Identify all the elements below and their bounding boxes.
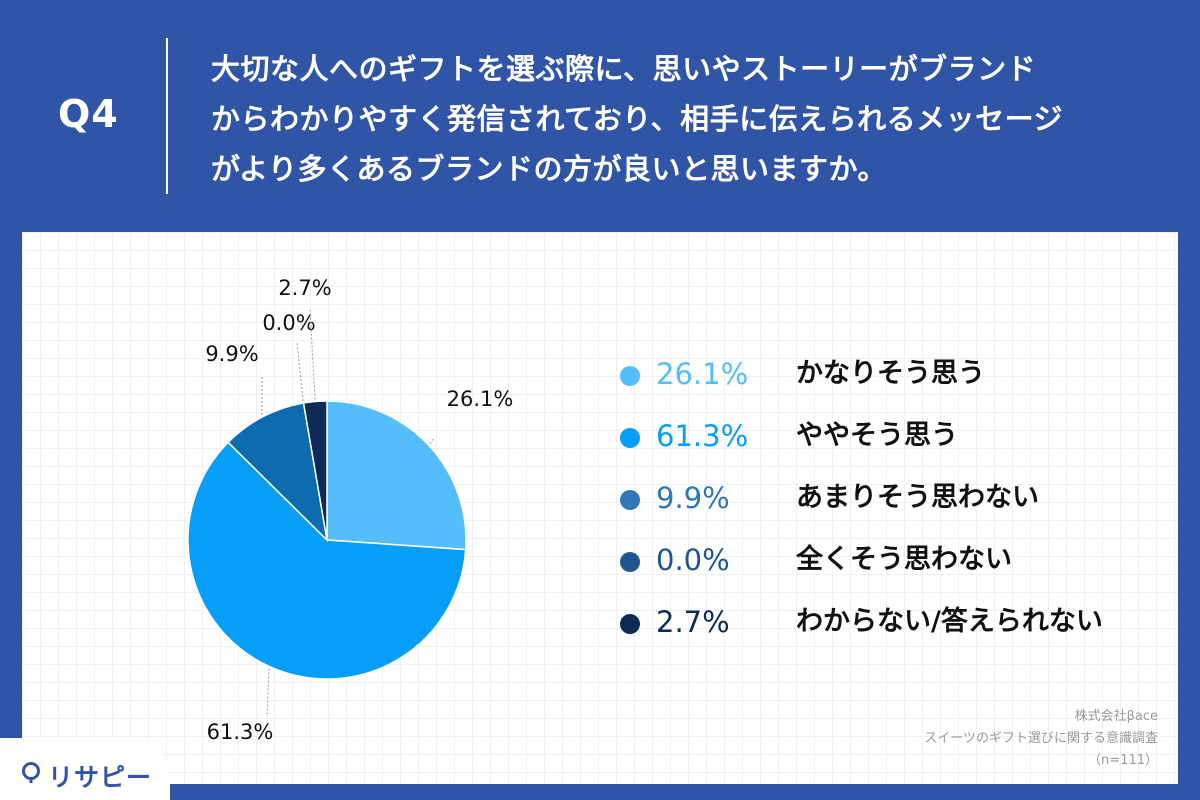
pie-chart: 26.1% 61.3% 9.9%0.0% 2.7% [187,276,514,744]
source-survey: スイーツのギフト選びに関する意識調査 [924,731,1158,746]
legend-label: わからない/答えられない [796,606,1103,637]
legend-percent: 61.3% [656,419,749,453]
legend-dot [620,552,640,572]
legend-dot [620,366,640,386]
legend-dot [620,428,640,448]
question-text: 大切な人へのギフトを選ぶ際に、思いやストーリーがブランド からわかりやすく発信さ… [211,52,1064,186]
legend-dot [620,490,640,510]
legend-percent: 0.0% [656,543,730,577]
question-number: Q4 [58,92,119,136]
header: Q4 大切な人へのギフトを選ぶ際に、思いやストーリーがブランド からわかりやすく… [0,0,1200,232]
pin-icon [22,762,40,783]
data-label: 26.1% [447,387,514,411]
legend-label: かなりそう思う [796,358,985,389]
source-company: 株式会社βace [1074,709,1158,724]
pie-slice [326,400,467,551]
data-label: 9.9% [205,342,258,366]
pie-slice [302,400,328,541]
data-label: 61.3% [207,720,274,744]
leader-line [429,437,435,445]
source-sample: （n=111） [1088,753,1158,768]
legend-label: あまりそう思わない [796,482,1039,513]
legend-dot [620,614,640,634]
legend-percent: 26.1% [656,357,749,391]
logo-text: リサピー [48,763,153,792]
leader-line [296,341,304,402]
pie-slice [227,402,329,543]
chart-panel: 26.1% 61.3% 9.9% 0.0% 2.7% 26.1% かなりそう思う 61.… [22,232,1178,784]
legend-label: ややそう思う [796,420,958,451]
legend-label: 全くそう思わない [796,544,1012,575]
data-label: 2.7% [278,276,331,300]
leader-line [309,308,316,400]
pie-slice [187,441,467,680]
legend-percent: 2.7% [656,605,730,639]
source-note: 株式会社βace スイーツのギフト選びに関する意識調査 （n=111） [924,706,1158,772]
logo-tab [0,738,170,800]
leader-line [266,668,270,718]
data-label: 0.0% [262,311,315,335]
header-divider [166,38,168,194]
legend-percent: 9.9% [656,481,730,515]
